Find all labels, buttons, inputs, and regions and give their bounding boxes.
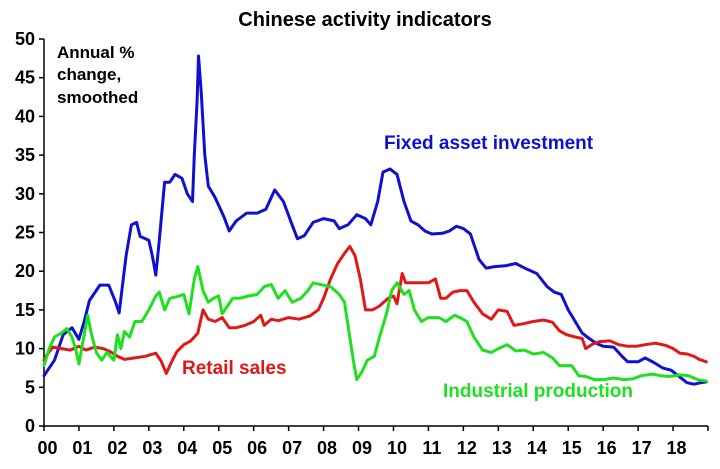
x-tick-label-15: 15 (562, 438, 582, 458)
x-tick-label-02: 02 (107, 438, 127, 458)
series-line-fixed-asset-investment (42, 54, 708, 386)
annotation-line-1: Annual % (57, 43, 134, 62)
annotation-line-2: change, (57, 65, 121, 84)
y-tick-label-20: 20 (15, 261, 35, 281)
annotation: Annual % change, smoothed (57, 43, 138, 107)
annotation-line-3: smoothed (57, 88, 138, 107)
y-tick-label-50: 50 (15, 29, 35, 49)
series-line-industrial-production (42, 265, 708, 383)
x-tick-label-03: 03 (142, 438, 162, 458)
y-tick-label-5: 5 (25, 377, 35, 397)
y-tick-label-25: 25 (15, 223, 35, 243)
series-label-retail-sales: Retail sales (182, 358, 287, 379)
y-tick-label-15: 15 (15, 300, 35, 320)
x-tick-label-05: 05 (212, 438, 232, 458)
x-tick-label-14: 14 (527, 438, 547, 458)
y-tick-label-0: 0 (25, 416, 35, 436)
chart-title: Chinese activity indicators (238, 9, 491, 31)
y-tick-label-45: 45 (15, 68, 35, 88)
x-tick-label-18: 18 (667, 438, 687, 458)
series-line-retail-sales (42, 244, 708, 375)
x-tick-label-17: 17 (632, 438, 652, 458)
x-tick-label-10: 10 (387, 438, 407, 458)
x-tick-label-16: 16 (597, 438, 617, 458)
x-tick-label-00: 00 (37, 438, 57, 458)
x-tick-label-09: 09 (352, 438, 372, 458)
y-tick-label-35: 35 (15, 145, 35, 165)
x-tick-label-13: 13 (492, 438, 512, 458)
x-tick-label-04: 04 (177, 438, 197, 458)
x-tick-label-11: 11 (422, 438, 441, 458)
x-tick-label-08: 08 (317, 438, 337, 458)
series-label-industrial-production: Industrial production (443, 381, 633, 402)
x-tick-label-07: 07 (282, 438, 302, 458)
y-tick-label-30: 30 (15, 184, 35, 204)
x-tick-label-01: 01 (72, 438, 92, 458)
x-tick-label-12: 12 (457, 438, 477, 458)
y-tick-label-40: 40 (15, 106, 35, 126)
y-tick-label-10: 10 (15, 339, 35, 359)
series-label-fixed-asset-investment: Fixed asset investment (384, 133, 594, 154)
x-tick-label-06: 06 (247, 438, 267, 458)
